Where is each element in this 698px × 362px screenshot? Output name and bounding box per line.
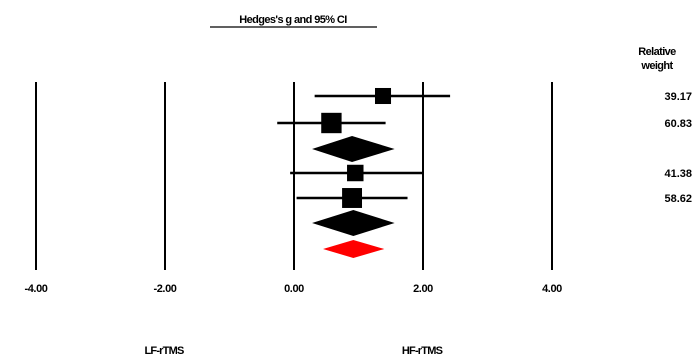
weight-header-line-1: Relative bbox=[638, 46, 676, 58]
pooled-effect-diamond bbox=[312, 210, 395, 236]
effect-square bbox=[321, 112, 342, 134]
effect-square bbox=[374, 87, 392, 105]
reference-lines bbox=[35, 82, 553, 270]
x-tick-label: 2.00 bbox=[413, 283, 433, 295]
x-tick-label: 4.00 bbox=[542, 283, 562, 295]
relative-weight: 60.83 bbox=[664, 118, 692, 130]
weight-column: 39.17 60.83 41.38 58.62 bbox=[664, 91, 692, 205]
pooled-effect-diamond bbox=[312, 136, 395, 162]
x-tick-label: 0.00 bbox=[284, 283, 304, 295]
x-tick-label: -2.00 bbox=[153, 283, 176, 295]
effect-square bbox=[347, 164, 364, 182]
study-rows bbox=[277, 87, 451, 258]
effect-square bbox=[342, 188, 363, 208]
relative-weight: 58.62 bbox=[664, 193, 692, 205]
favours-right-label: HF-rTMS bbox=[402, 345, 443, 357]
chart-title: Hedges's g and 95% CI bbox=[239, 14, 347, 26]
overall-effect-diamond bbox=[323, 240, 385, 258]
favours-left-label: LF-rTMS bbox=[144, 345, 183, 357]
relative-weight: 41.38 bbox=[664, 168, 692, 180]
x-tick-labels: -4.00 -2.00 0.00 2.00 4.00 bbox=[24, 283, 562, 295]
weight-header-line-2: weight bbox=[640, 60, 673, 72]
relative-weight: 39.17 bbox=[664, 91, 692, 103]
x-tick-label: -4.00 bbox=[24, 283, 47, 295]
